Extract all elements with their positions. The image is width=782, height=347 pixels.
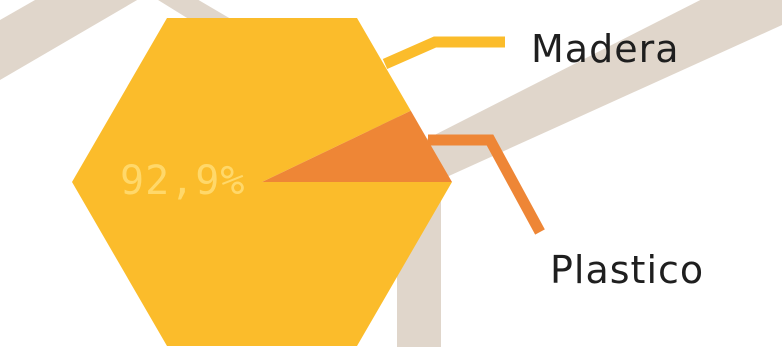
leader-line-plastico [428, 134, 545, 235]
background-band-right [405, 0, 782, 180]
legend-label-plastico: Plastico [550, 248, 704, 292]
leader-line-madera [382, 36, 505, 70]
legend-label-madera: Madera [531, 27, 679, 71]
pie-slice-plastico [262, 110, 452, 182]
background-band-left [0, 0, 138, 80]
pie-slices [72, 18, 452, 346]
value-label-madera: 92,9% [120, 158, 245, 204]
